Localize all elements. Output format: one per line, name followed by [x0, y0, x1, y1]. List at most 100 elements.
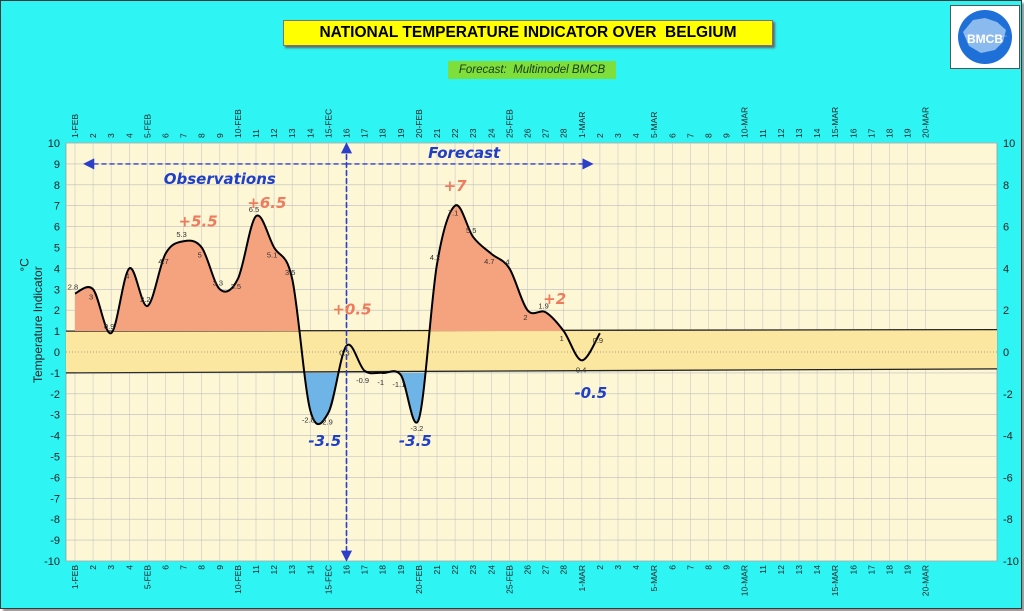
x-tick-label-bottom: 8 — [197, 565, 207, 570]
data-label: 4.7 — [158, 257, 168, 266]
x-tick-label-top: 12 — [776, 128, 786, 138]
data-label: -0.9 — [356, 376, 369, 385]
data-label: 4 — [125, 271, 129, 280]
x-tick-label-top: 2 — [595, 133, 605, 138]
x-tick-label-top: 17 — [866, 128, 876, 138]
data-label: 0.9 — [104, 322, 114, 331]
data-label: 6.5 — [249, 205, 259, 214]
x-tick-label-top: 13 — [794, 128, 804, 138]
y2-tick-label: 8 — [1003, 180, 1009, 192]
x-tick-label-top: 19 — [396, 128, 406, 138]
band-lower-line — [65, 368, 998, 374]
x-tick-label-top: 24 — [486, 128, 496, 138]
x-tick-label-bottom: 3 — [613, 565, 623, 570]
y2-tick-label: -8 — [1003, 514, 1013, 526]
data-label: 7.1 — [448, 209, 458, 218]
x-tick-label-bottom: 28 — [559, 565, 569, 575]
x-tick-label-bottom: 25-FEB — [504, 565, 514, 594]
x-tick-label-bottom: 7 — [685, 565, 695, 570]
warm-anomaly-area — [75, 205, 600, 332]
data-label: 4 — [505, 257, 509, 266]
x-tick-label-top: 9 — [215, 133, 225, 138]
y-tick-label: 1 — [54, 326, 60, 338]
anomaly-annotation: -0.5 — [574, 384, 607, 402]
x-tick-label-bottom: 14 — [305, 565, 315, 575]
x-tick-label-top: 21 — [432, 128, 442, 138]
data-label: 4.7 — [484, 257, 494, 266]
x-tick-label-top: 28 — [559, 128, 569, 138]
x-tick-label-bottom: 5-FEB — [142, 565, 152, 589]
y-tick-label: 6 — [54, 222, 60, 234]
x-tick-label-top: 8 — [197, 133, 207, 138]
y-tick-label: 2 — [54, 305, 60, 317]
x-tick-label-top: 5-MAR — [649, 112, 659, 138]
x-tick-label-bottom: 24 — [486, 565, 496, 575]
x-tick-label-top: 7 — [179, 133, 189, 138]
x-tick-label-bottom: 13 — [287, 565, 297, 575]
x-tick-label-bottom: 10-FEB — [233, 565, 243, 594]
data-label: 5.3 — [176, 230, 186, 239]
x-tick-label-top: 17 — [360, 128, 370, 138]
x-tick-label-top: 23 — [468, 128, 478, 138]
x-tick-label-bottom: 9 — [722, 565, 732, 570]
x-tick-label-top: 14 — [305, 128, 315, 138]
x-tick-label-bottom: 27 — [541, 565, 551, 575]
x-tick-label-top: 15-FEC — [323, 109, 333, 138]
y-tick-label: -9 — [50, 535, 60, 547]
data-label: 5 — [198, 251, 202, 260]
chart-subtitle: Forecast: Multimodel BMCB — [458, 64, 606, 76]
y-tick-label: -8 — [50, 514, 60, 526]
x-tick-label-bottom: 14 — [812, 565, 822, 575]
x-tick-label-top: 3 — [106, 133, 116, 138]
anomaly-annotation: +5.5 — [179, 213, 218, 231]
y2-tick-label: 0 — [1003, 347, 1009, 359]
y-axis-label: Temperature Indicator — [31, 266, 45, 383]
x-tick-label-bottom: 1-FEB — [70, 565, 80, 589]
data-label: 2 — [523, 313, 527, 322]
x-tick-label-bottom: 26 — [523, 565, 533, 575]
x-tick-label-bottom: 2 — [88, 565, 98, 570]
y-tick-label: 8 — [54, 180, 60, 192]
x-tick-label-top: 8 — [704, 133, 714, 138]
data-label: 1 — [560, 334, 564, 343]
x-tick-label-bottom: 3 — [106, 565, 116, 570]
x-tick-label-top: 1-FEB — [70, 114, 80, 138]
x-tick-label-bottom: 6 — [161, 565, 171, 570]
anomaly-annotation: +6.5 — [247, 194, 286, 212]
x-tick-label-bottom: 22 — [450, 565, 460, 575]
y2-tick-label: 6 — [1003, 222, 1009, 234]
x-tick-label-top: 20-MAR — [921, 107, 931, 138]
x-tick-label-top: 27 — [541, 128, 551, 138]
x-tick-label-bottom: 18 — [378, 565, 388, 575]
x-tick-label-bottom: 16 — [342, 565, 352, 575]
x-tick-label-bottom: 19 — [903, 565, 913, 575]
x-tick-label-top: 15-MAR — [830, 107, 840, 138]
forecast-label: Forecast — [428, 144, 501, 162]
title-box: NATIONAL TEMPERATURE INDICATOR OVER BELG… — [283, 20, 773, 46]
bmcb-logo: BMCB — [950, 5, 1020, 69]
anomaly-annotation: +0.5 — [332, 300, 371, 318]
y-tick-label: -4 — [50, 431, 60, 443]
y2-tick-label: -4 — [1003, 431, 1013, 443]
x-tick-label-top: 19 — [903, 128, 913, 138]
x-tick-label-bottom: 5-MAR — [649, 565, 659, 591]
x-tick-label-bottom: 10-MAR — [740, 565, 750, 596]
x-tick-label-top: 10-FEB — [233, 109, 243, 138]
y-axis-unit: °C — [17, 258, 32, 272]
x-tick-label-bottom: 15-MAR — [830, 565, 840, 596]
data-label: 4.2 — [430, 253, 440, 262]
x-tick-label-bottom: 19 — [396, 565, 406, 575]
y-tick-label: -1 — [50, 368, 60, 380]
y2-tick-label: -10 — [1003, 556, 1019, 568]
y-tick-label: 9 — [54, 159, 60, 171]
data-label: -1 — [377, 378, 384, 387]
y2-tick-label: -6 — [1003, 472, 1013, 484]
x-tick-label-top: 1-MAR — [577, 112, 587, 138]
normal-band — [66, 329, 997, 373]
data-label: 3.5 — [285, 268, 295, 277]
y-tick-label: -3 — [50, 410, 60, 422]
data-label: -2.8 — [302, 416, 315, 425]
anomaly-annotation: -3.5 — [308, 432, 341, 450]
x-tick-label-bottom: 21 — [432, 565, 442, 575]
x-tick-label-top: 13 — [287, 128, 297, 138]
